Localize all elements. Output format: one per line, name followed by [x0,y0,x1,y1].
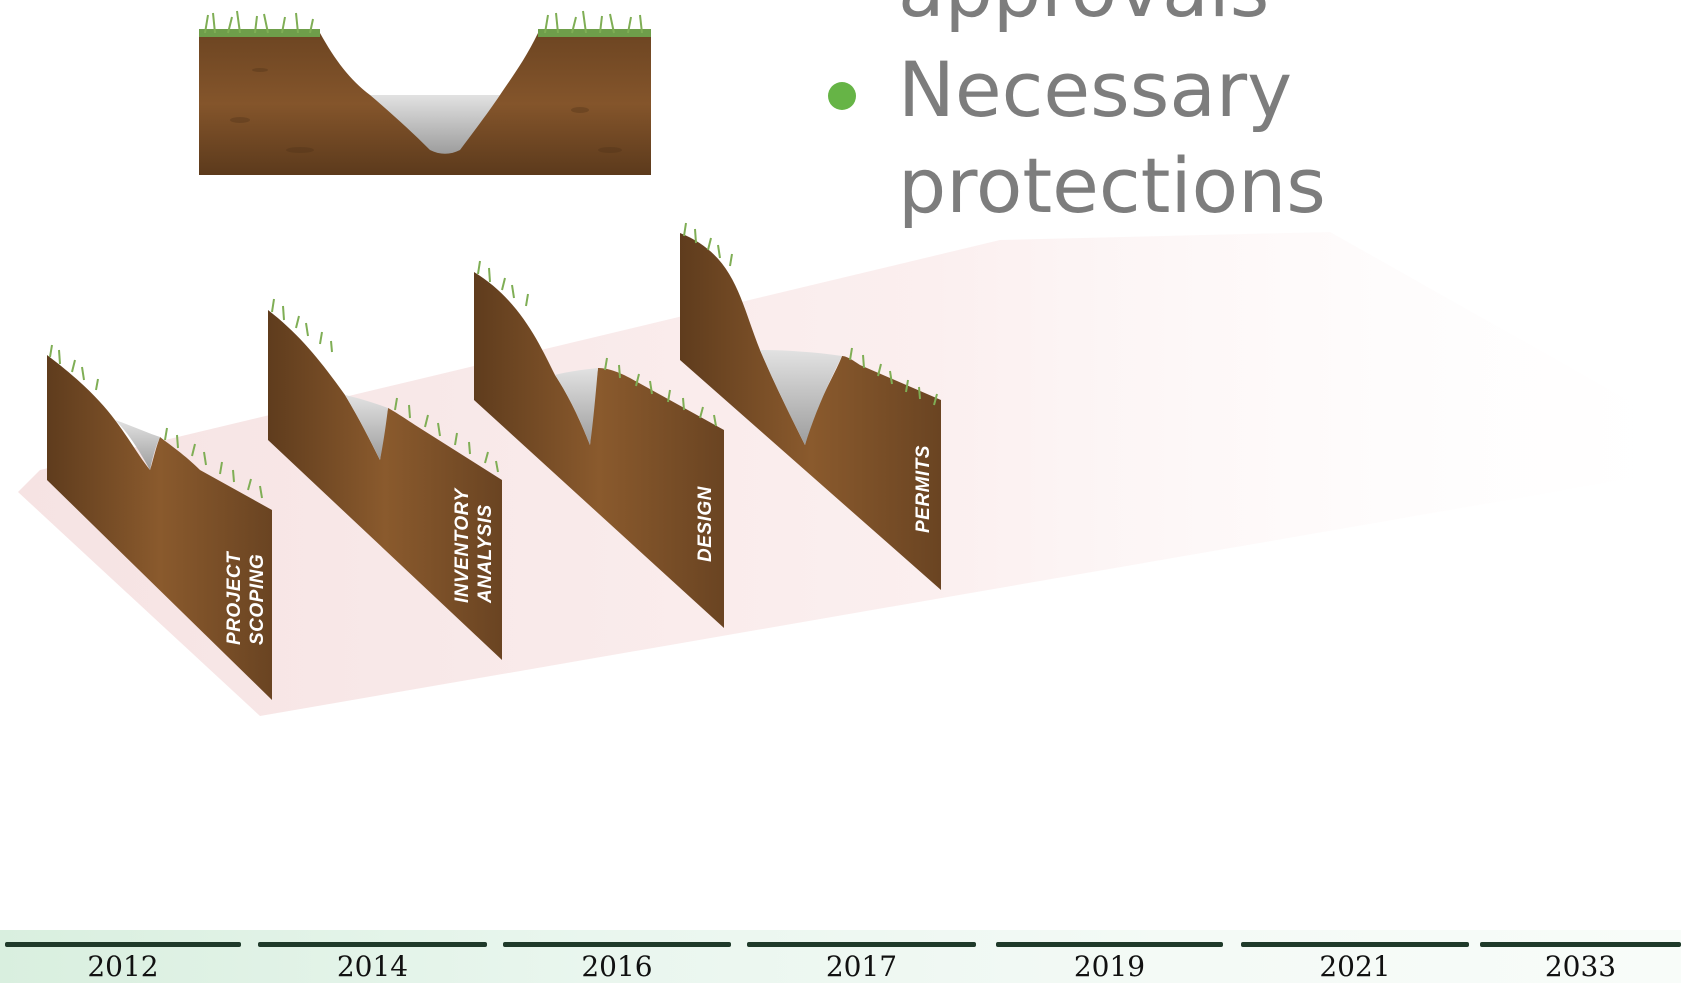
year-label: 2019 [1073,950,1146,983]
timeline-segment [5,942,241,947]
bullet-list: approvals Necessary protections [820,0,1640,234]
timeline-year: 2012 [5,930,241,983]
bullet-text-line: approvals [898,0,1640,38]
stage-label-permits: PERMITS [913,445,934,533]
timeline-segment [503,942,731,947]
timeline-year: 2019 [996,930,1223,983]
timeline-year: 2016 [503,930,731,983]
timeline-year: 2014 [258,930,487,983]
timeline-segment [996,942,1223,947]
stage-panel-4 [680,222,941,590]
stage-label-design: DESIGN [695,485,716,562]
bullet-text-line: Necessary [898,45,1293,134]
year-label: 2021 [1319,950,1391,983]
stage-panel-2 [268,298,502,660]
stage-label-inventory-analysis: INVENTORY ANALYSIS [452,483,496,604]
timeline-year: 2021 [1241,930,1469,983]
year-label: 2033 [1544,950,1617,983]
stage-panel-1 [47,344,272,700]
timeline: 2012 2014 2016 2017 2019 2021 2033 [0,930,1681,983]
stage-panel-3 [474,260,724,628]
timeline-segment [1480,942,1681,947]
bullet-item-protections: Necessary protections [820,42,1640,234]
year-label: 2012 [87,950,159,983]
timeline-segment [1241,942,1469,947]
bullet-item-approvals: approvals [820,0,1640,38]
year-label: 2016 [581,950,653,983]
timeline-year: 2033 [1480,930,1681,983]
timeline-segment [258,942,487,947]
bullet-text-line: protections [898,141,1326,230]
reference-cross-section [199,10,651,175]
year-label: 2014 [336,950,409,983]
year-label: 2017 [825,950,898,983]
timeline-segment [747,942,976,947]
stage-label-project-scoping: PROJECT SCOPING [224,546,268,645]
timeline-year: 2017 [747,930,976,983]
bullet-dot [828,82,856,110]
